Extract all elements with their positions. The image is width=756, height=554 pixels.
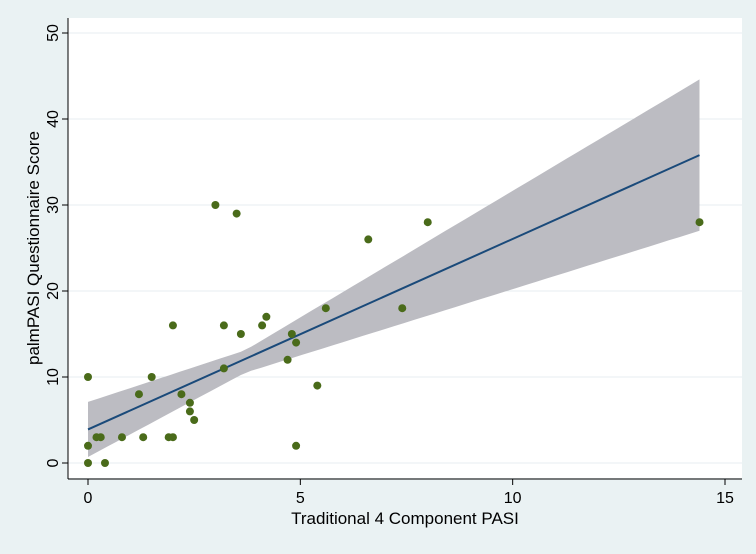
data-point-24 [283,355,292,364]
y-tick-label-50: 50 [45,24,62,42]
data-point-32 [423,218,432,227]
fit-line-layer [87,154,700,431]
data-point-11 [168,433,177,442]
data-point-19 [219,364,228,373]
scatter-points [84,201,704,467]
data-point-1 [84,441,92,450]
x-tick-label-0: 0 [84,490,93,507]
data-point-8 [139,433,148,442]
y-tick-label-30: 30 [45,196,62,214]
x-axis-label: Traditional 4 Component PASI [291,509,519,528]
data-point-4 [96,433,105,442]
data-point-14 [185,398,194,407]
data-point-6 [117,433,126,442]
fit-line [87,154,700,431]
data-point-29 [321,304,330,313]
data-point-0 [84,373,92,381]
y-tick-label-40: 40 [45,110,62,128]
data-point-9 [147,373,156,381]
data-point-12 [168,321,177,330]
data-point-26 [292,338,301,347]
data-point-27 [292,441,301,450]
data-point-16 [190,416,199,424]
data-point-23 [262,312,271,321]
data-point-31 [398,304,407,313]
data-point-33 [695,218,704,227]
data-point-15 [185,407,194,416]
y-tick-label-0: 0 [45,458,62,467]
data-point-2 [84,459,92,467]
y-tick-label-10: 10 [45,368,62,386]
data-point-21 [236,330,245,338]
y-tick-label-20: 20 [45,282,62,300]
data-point-25 [287,330,296,338]
data-point-30 [364,235,373,244]
x-tick-label-5: 5 [296,490,305,507]
y-axis-label: palmPASI Questionnaire Score [24,131,43,365]
data-point-22 [258,321,267,330]
data-point-20 [232,209,241,218]
data-point-5 [100,459,109,467]
confidence-band-layer [88,79,700,458]
data-point-7 [134,390,143,399]
x-tick-label-10: 10 [504,490,522,507]
confidence-band [88,79,700,458]
data-point-13 [177,390,186,399]
data-point-18 [219,321,228,330]
data-point-17 [211,201,220,209]
data-point-28 [313,381,322,390]
x-tick-label-15: 15 [716,490,734,507]
axes: 0 5 10 15 0 10 20 30 40 50 [45,18,742,507]
